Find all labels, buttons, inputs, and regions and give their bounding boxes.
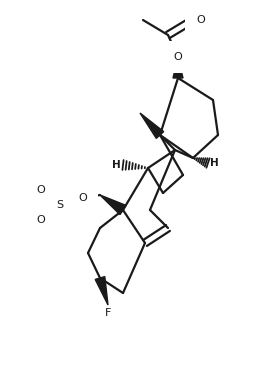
Text: H: H — [210, 158, 219, 168]
Text: S: S — [56, 200, 64, 210]
Polygon shape — [95, 277, 108, 305]
Text: O: O — [36, 215, 45, 225]
Polygon shape — [100, 195, 126, 215]
Text: H: H — [112, 160, 121, 170]
Polygon shape — [173, 57, 183, 78]
Text: F: F — [105, 308, 111, 318]
Text: O: O — [196, 15, 205, 25]
Text: O: O — [174, 52, 182, 62]
Polygon shape — [140, 113, 164, 139]
Text: O: O — [36, 185, 45, 195]
Text: O: O — [79, 193, 87, 203]
